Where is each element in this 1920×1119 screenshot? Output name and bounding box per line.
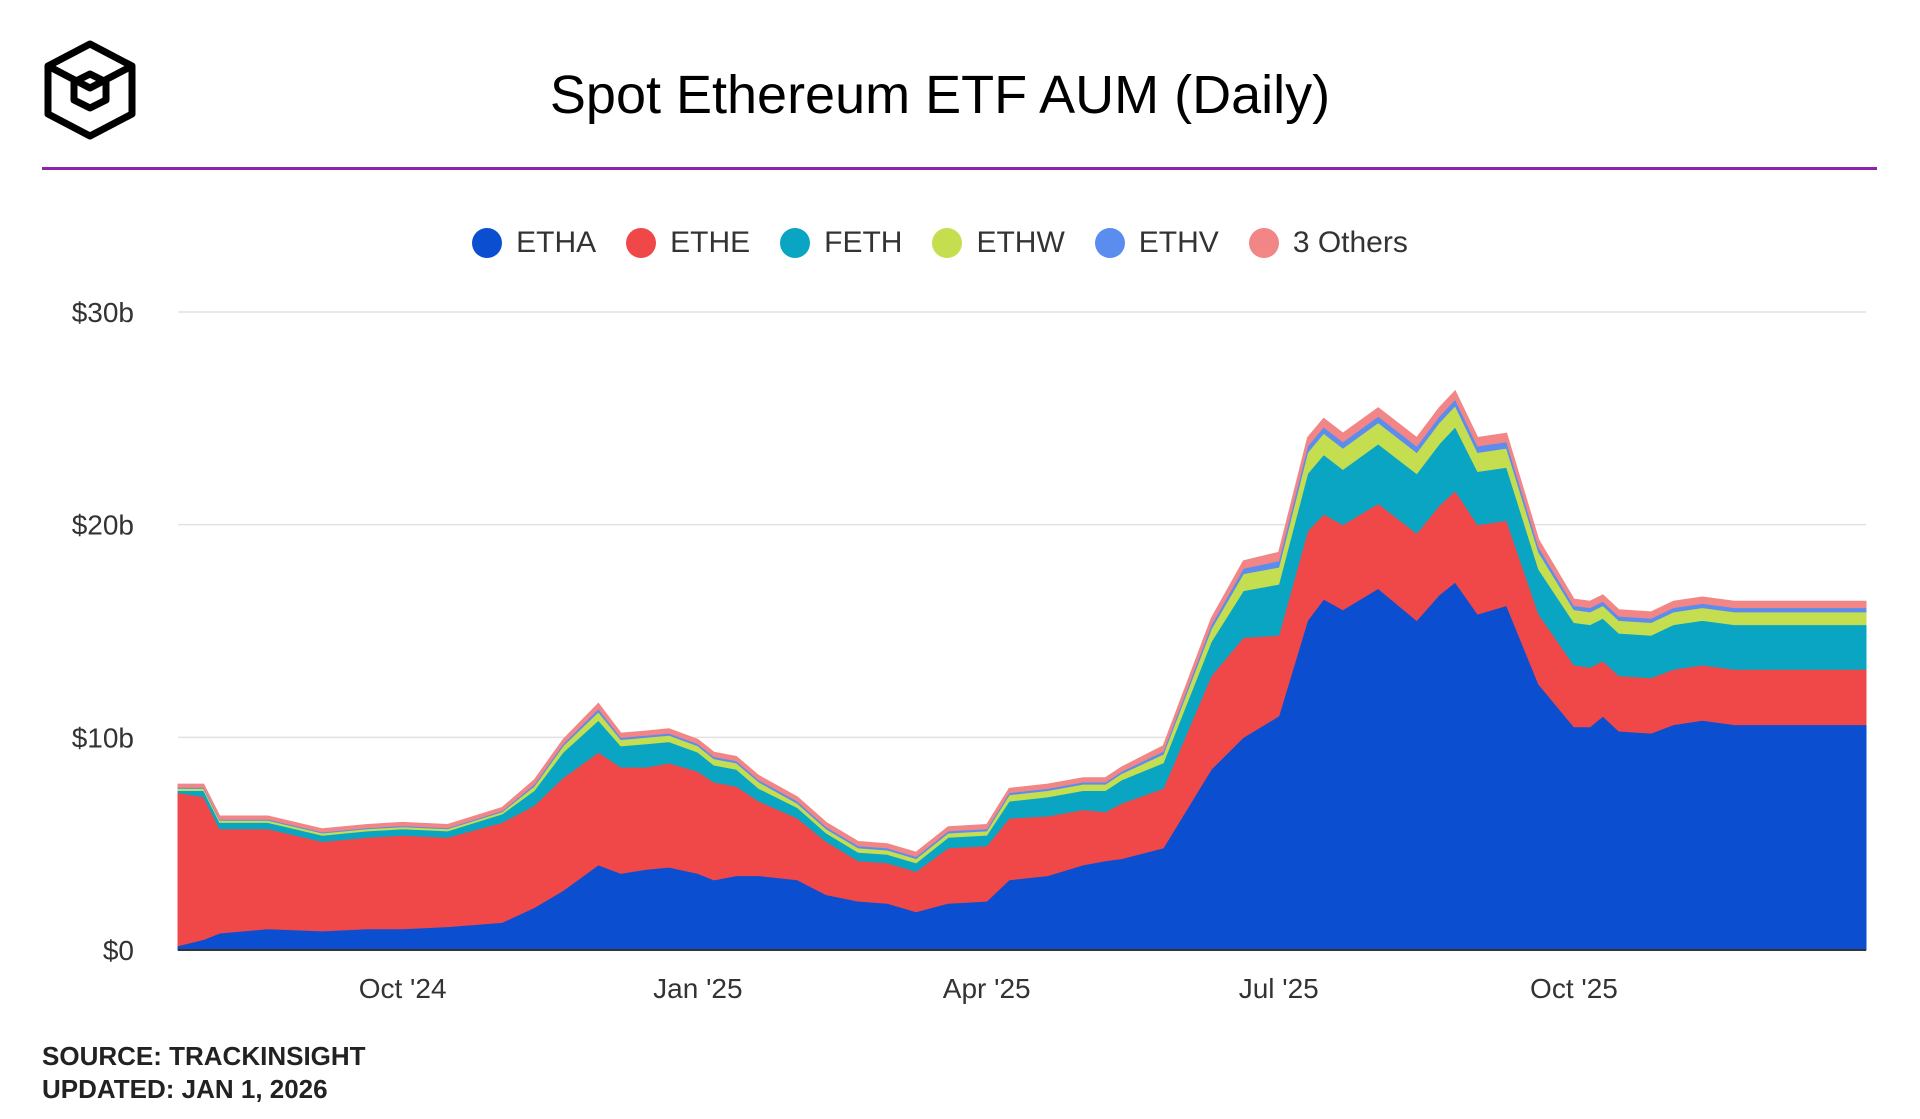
y-tick-label: $10b bbox=[72, 722, 134, 753]
chart-title: Spot Ethereum ETF AUM (Daily) bbox=[549, 65, 1331, 125]
legend-swatch bbox=[626, 228, 657, 258]
legend-label: ETHA bbox=[516, 226, 597, 259]
legend-label: 3 Others bbox=[1292, 226, 1408, 259]
x-tick-label: Apr '25 bbox=[943, 973, 1031, 1004]
title-divider bbox=[42, 167, 1877, 170]
chart-legend: ETHA ETHE FETH ETHW ETHV 3 Others bbox=[0, 226, 1880, 260]
legend-item-ethe[interactable]: ETHE bbox=[626, 226, 750, 260]
x-tick-label: Jul '25 bbox=[1239, 973, 1319, 1004]
brand-logo-cube-icon bbox=[44, 40, 136, 140]
legend-item-ethw[interactable]: ETHW bbox=[932, 226, 1065, 260]
y-tick-label: $0 bbox=[103, 935, 134, 966]
area-series-3-others bbox=[177, 389, 1867, 857]
updated-text: UPDATED: JAN 1, 2026 bbox=[42, 1074, 328, 1104]
legend-item-feth[interactable]: FETH bbox=[780, 226, 902, 260]
source-note: SOURCE: TRACKINSIGHT UPDATED: JAN 1, 202… bbox=[42, 1040, 366, 1106]
y-tick-label: $20b bbox=[72, 510, 134, 541]
legend-item-ethv[interactable]: ETHV bbox=[1094, 226, 1219, 260]
legend-swatch bbox=[1248, 228, 1279, 258]
x-tick-label: Oct '25 bbox=[1530, 973, 1618, 1004]
legend-item-etha[interactable]: ETHA bbox=[472, 226, 596, 260]
y-tick-label: $30b bbox=[72, 297, 134, 328]
legend-item-3-others[interactable]: 3 Others bbox=[1248, 226, 1408, 260]
legend-swatch bbox=[932, 228, 963, 258]
stacked-area-chart: $0 $10b $20b $30b Oct '24 Jan '25 Apr '25 Jul '… bbox=[72, 297, 1867, 1004]
source-text: SOURCE: TRACKINSIGHT bbox=[42, 1041, 366, 1071]
legend-swatch bbox=[1094, 228, 1125, 258]
legend-label: ETHW bbox=[976, 226, 1065, 259]
legend-label: ETHE bbox=[670, 226, 751, 259]
x-tick-label: Jan '25 bbox=[653, 973, 742, 1004]
legend-swatch bbox=[472, 228, 503, 258]
x-tick-label: Oct '24 bbox=[359, 973, 447, 1004]
legend-label: ETHV bbox=[1138, 226, 1219, 259]
legend-swatch bbox=[780, 228, 811, 258]
legend-label: FETH bbox=[824, 226, 903, 259]
